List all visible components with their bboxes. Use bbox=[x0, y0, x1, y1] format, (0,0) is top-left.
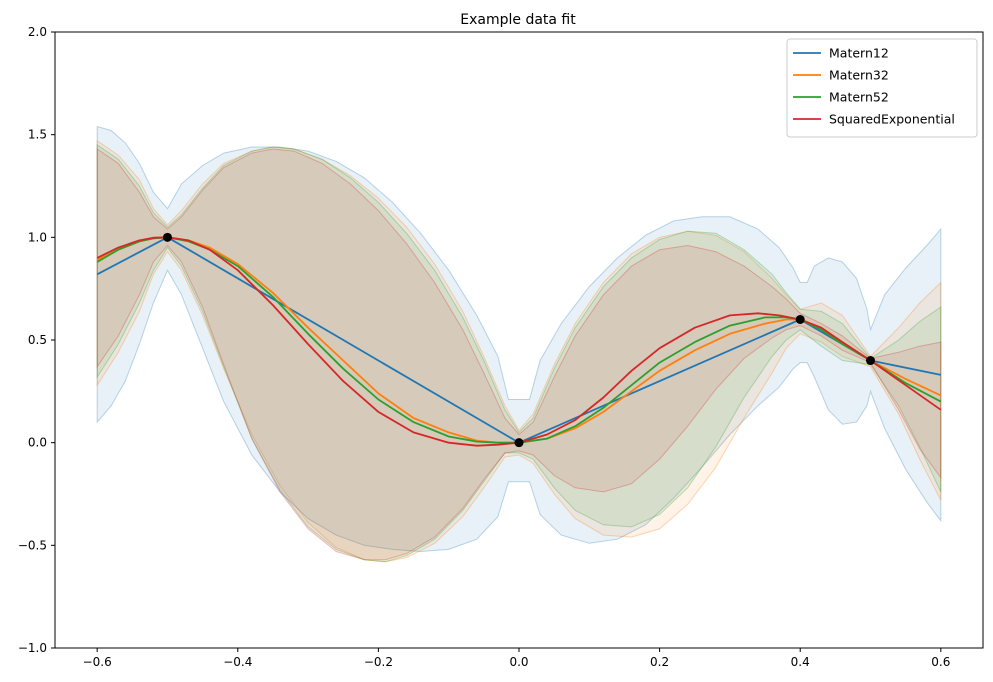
observation-point bbox=[866, 356, 876, 366]
x-tick-label: 0.0 bbox=[509, 655, 528, 669]
confidence-bands bbox=[96, 125, 942, 563]
y-tick-label: −0.5 bbox=[18, 538, 47, 552]
y-tick-label: 1.5 bbox=[28, 128, 47, 142]
y-tick-label: 0.0 bbox=[28, 436, 47, 450]
legend-label-matern12: Matern12 bbox=[829, 46, 889, 61]
observation-point bbox=[162, 232, 172, 242]
y-tick-label: 1.0 bbox=[28, 230, 47, 244]
y-tick-label: 0.5 bbox=[28, 333, 47, 347]
line-matern12 bbox=[96, 236, 941, 444]
observation-point bbox=[514, 438, 524, 448]
band-matern12 bbox=[96, 125, 942, 553]
x-tick-label: −0.2 bbox=[364, 655, 393, 669]
legend-box bbox=[786, 38, 978, 138]
observation-points bbox=[162, 232, 876, 448]
band-squaredexponential bbox=[96, 148, 942, 561]
legend-label-squaredexponential: SquaredExponential bbox=[829, 112, 955, 127]
chart-title: Example data fit bbox=[460, 12, 576, 28]
legend: Matern12 Matern32 Matern52 SquaredExponenti… bbox=[786, 38, 978, 138]
observation-point bbox=[795, 314, 805, 324]
y-tick-label: 2.0 bbox=[28, 25, 47, 39]
x-tick-label: 0.6 bbox=[931, 655, 950, 669]
axes: −0.6 −0.4 −0.2 0.0 0.2 0.4 0.6 −1.0 −0.5 0.0 0.5 1.… bbox=[18, 25, 984, 669]
legend-label-matern52: Matern52 bbox=[829, 90, 889, 105]
x-tick-label: −0.4 bbox=[223, 655, 252, 669]
legend-label-matern32: Matern32 bbox=[829, 68, 889, 83]
x-tick-label: 0.2 bbox=[650, 655, 669, 669]
y-tick-label: −1.0 bbox=[18, 641, 47, 655]
band-matern52 bbox=[96, 143, 942, 563]
x-tick-label: −0.6 bbox=[83, 655, 112, 669]
band-matern32 bbox=[96, 139, 942, 563]
x-tick-label: 0.4 bbox=[791, 655, 810, 669]
